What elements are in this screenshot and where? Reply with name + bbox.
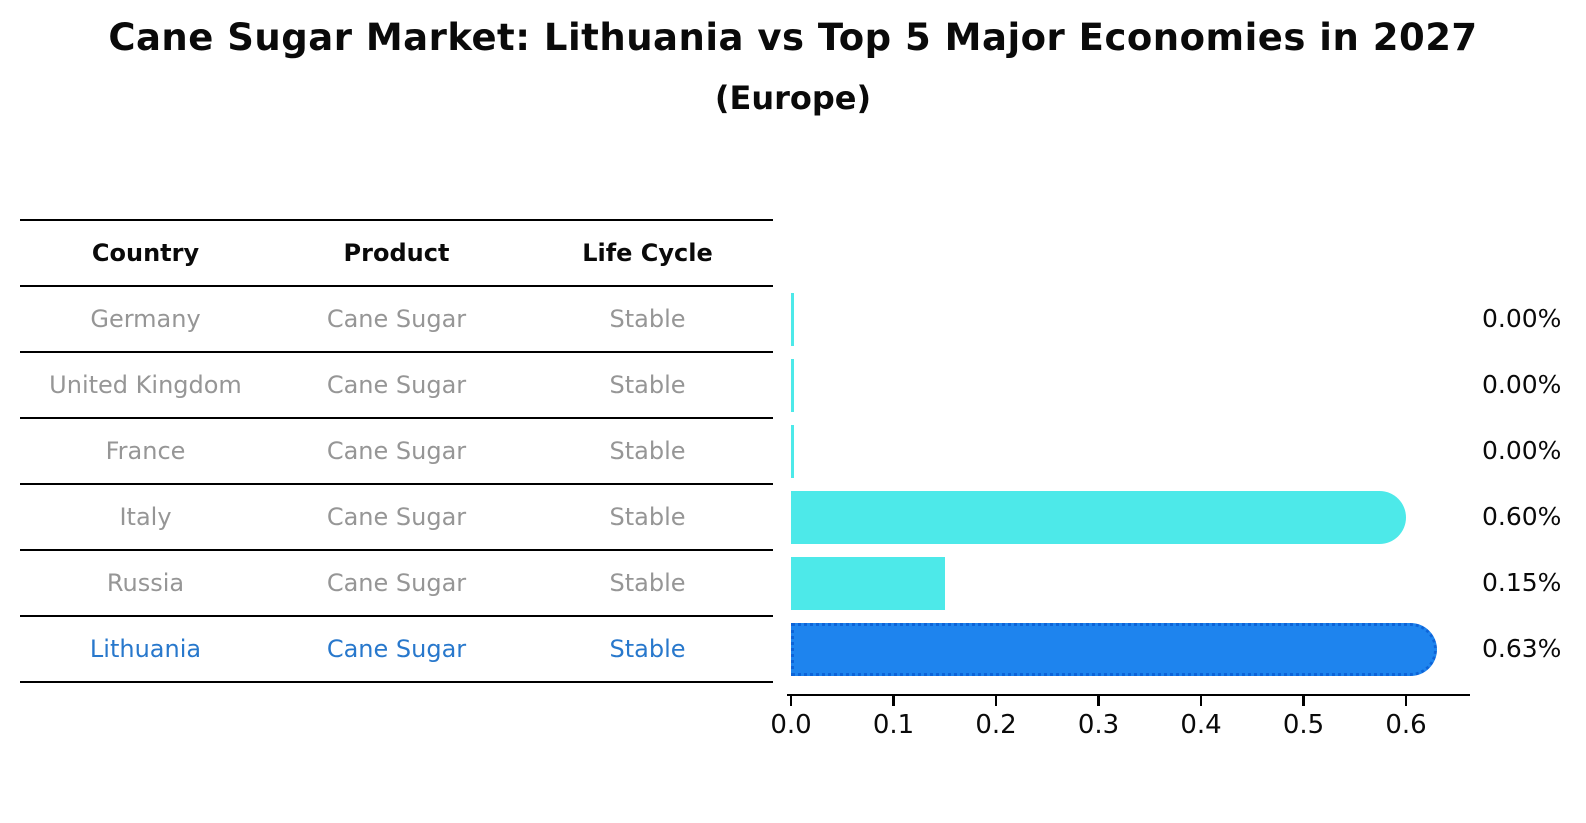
table-header-country: Country — [91, 239, 200, 267]
bar-germany — [791, 292, 794, 346]
table-cell-france-life-cycle: Stable — [609, 437, 686, 465]
x-axis-tick-label: 0.5 — [1282, 710, 1325, 740]
table-cell-lithuania-life-cycle: Stable — [609, 635, 686, 663]
table-cell-germany-life-cycle: Stable — [609, 305, 686, 333]
row-separator-line — [20, 218, 773, 222]
x-axis-line — [787, 693, 1470, 697]
x-axis-tick-label: 0.6 — [1385, 710, 1427, 740]
table-cell-france-country: France — [105, 437, 186, 465]
row-separator-line — [20, 548, 773, 552]
x-axis-tick — [1404, 696, 1408, 707]
value-label-france: 0.00% — [1482, 436, 1562, 465]
bar-france — [791, 424, 794, 478]
table-cell-lithuania-product: Cane Sugar — [326, 635, 467, 663]
table-cell-united-kingdom-life-cycle: Stable — [609, 371, 686, 399]
x-axis-tick-label: 0.1 — [872, 710, 915, 740]
table-cell-united-kingdom-country: United Kingdom — [49, 371, 242, 399]
row-separator-line — [20, 416, 773, 420]
table-cell-lithuania-country: Lithuania — [89, 635, 202, 663]
table-cell-italy-product: Cane Sugar — [326, 503, 467, 531]
table-cell-germany-product: Cane Sugar — [326, 305, 467, 333]
x-axis-tick-label: 0.4 — [1180, 710, 1222, 740]
bar-lithuania — [791, 622, 1437, 676]
chart-title: Cane Sugar Market: Lithuania vs Top 5 Ma… — [108, 16, 1478, 59]
value-label-russia: 0.15% — [1482, 568, 1562, 597]
x-axis-tick-label: 0.3 — [1077, 710, 1120, 740]
value-label-germany: 0.00% — [1482, 304, 1562, 333]
table-header-product: Product — [343, 239, 450, 267]
table-cell-russia-life-cycle: Stable — [609, 569, 686, 597]
x-axis-tick-label: 0.0 — [770, 710, 812, 740]
table-cell-russia-country: Russia — [106, 569, 185, 597]
table-header-life-cycle: Life Cycle — [582, 239, 713, 267]
table-cell-russia-product: Cane Sugar — [326, 569, 467, 597]
table-cell-united-kingdom-product: Cane Sugar — [326, 371, 467, 399]
x-axis-tick — [892, 696, 895, 707]
row-separator-line — [20, 284, 773, 288]
bar-united-kingdom — [791, 358, 794, 412]
row-separator-line — [20, 680, 773, 684]
table-cell-italy-country: Italy — [119, 503, 172, 531]
x-axis-tick — [1097, 696, 1100, 707]
x-axis-tick — [994, 696, 998, 707]
bar-russia — [791, 556, 945, 610]
table-cell-germany-country: Germany — [90, 305, 201, 333]
table-cell-italy-life-cycle: Stable — [609, 503, 686, 531]
row-separator-line — [20, 350, 773, 354]
row-separator-line — [20, 482, 773, 486]
value-label-lithuania: 0.63% — [1482, 634, 1562, 663]
value-label-italy: 0.60% — [1482, 502, 1562, 531]
value-label-united-kingdom: 0.00% — [1482, 370, 1562, 399]
x-axis-tick — [789, 696, 793, 707]
x-axis-tick — [1302, 696, 1305, 707]
table-cell-france-product: Cane Sugar — [326, 437, 467, 465]
x-axis-tick — [1199, 696, 1203, 707]
bar-italy — [791, 490, 1406, 544]
x-axis-tick-label: 0.2 — [975, 710, 1017, 740]
row-separator-line — [20, 614, 773, 618]
chart-subtitle: (Europe) — [714, 79, 872, 117]
